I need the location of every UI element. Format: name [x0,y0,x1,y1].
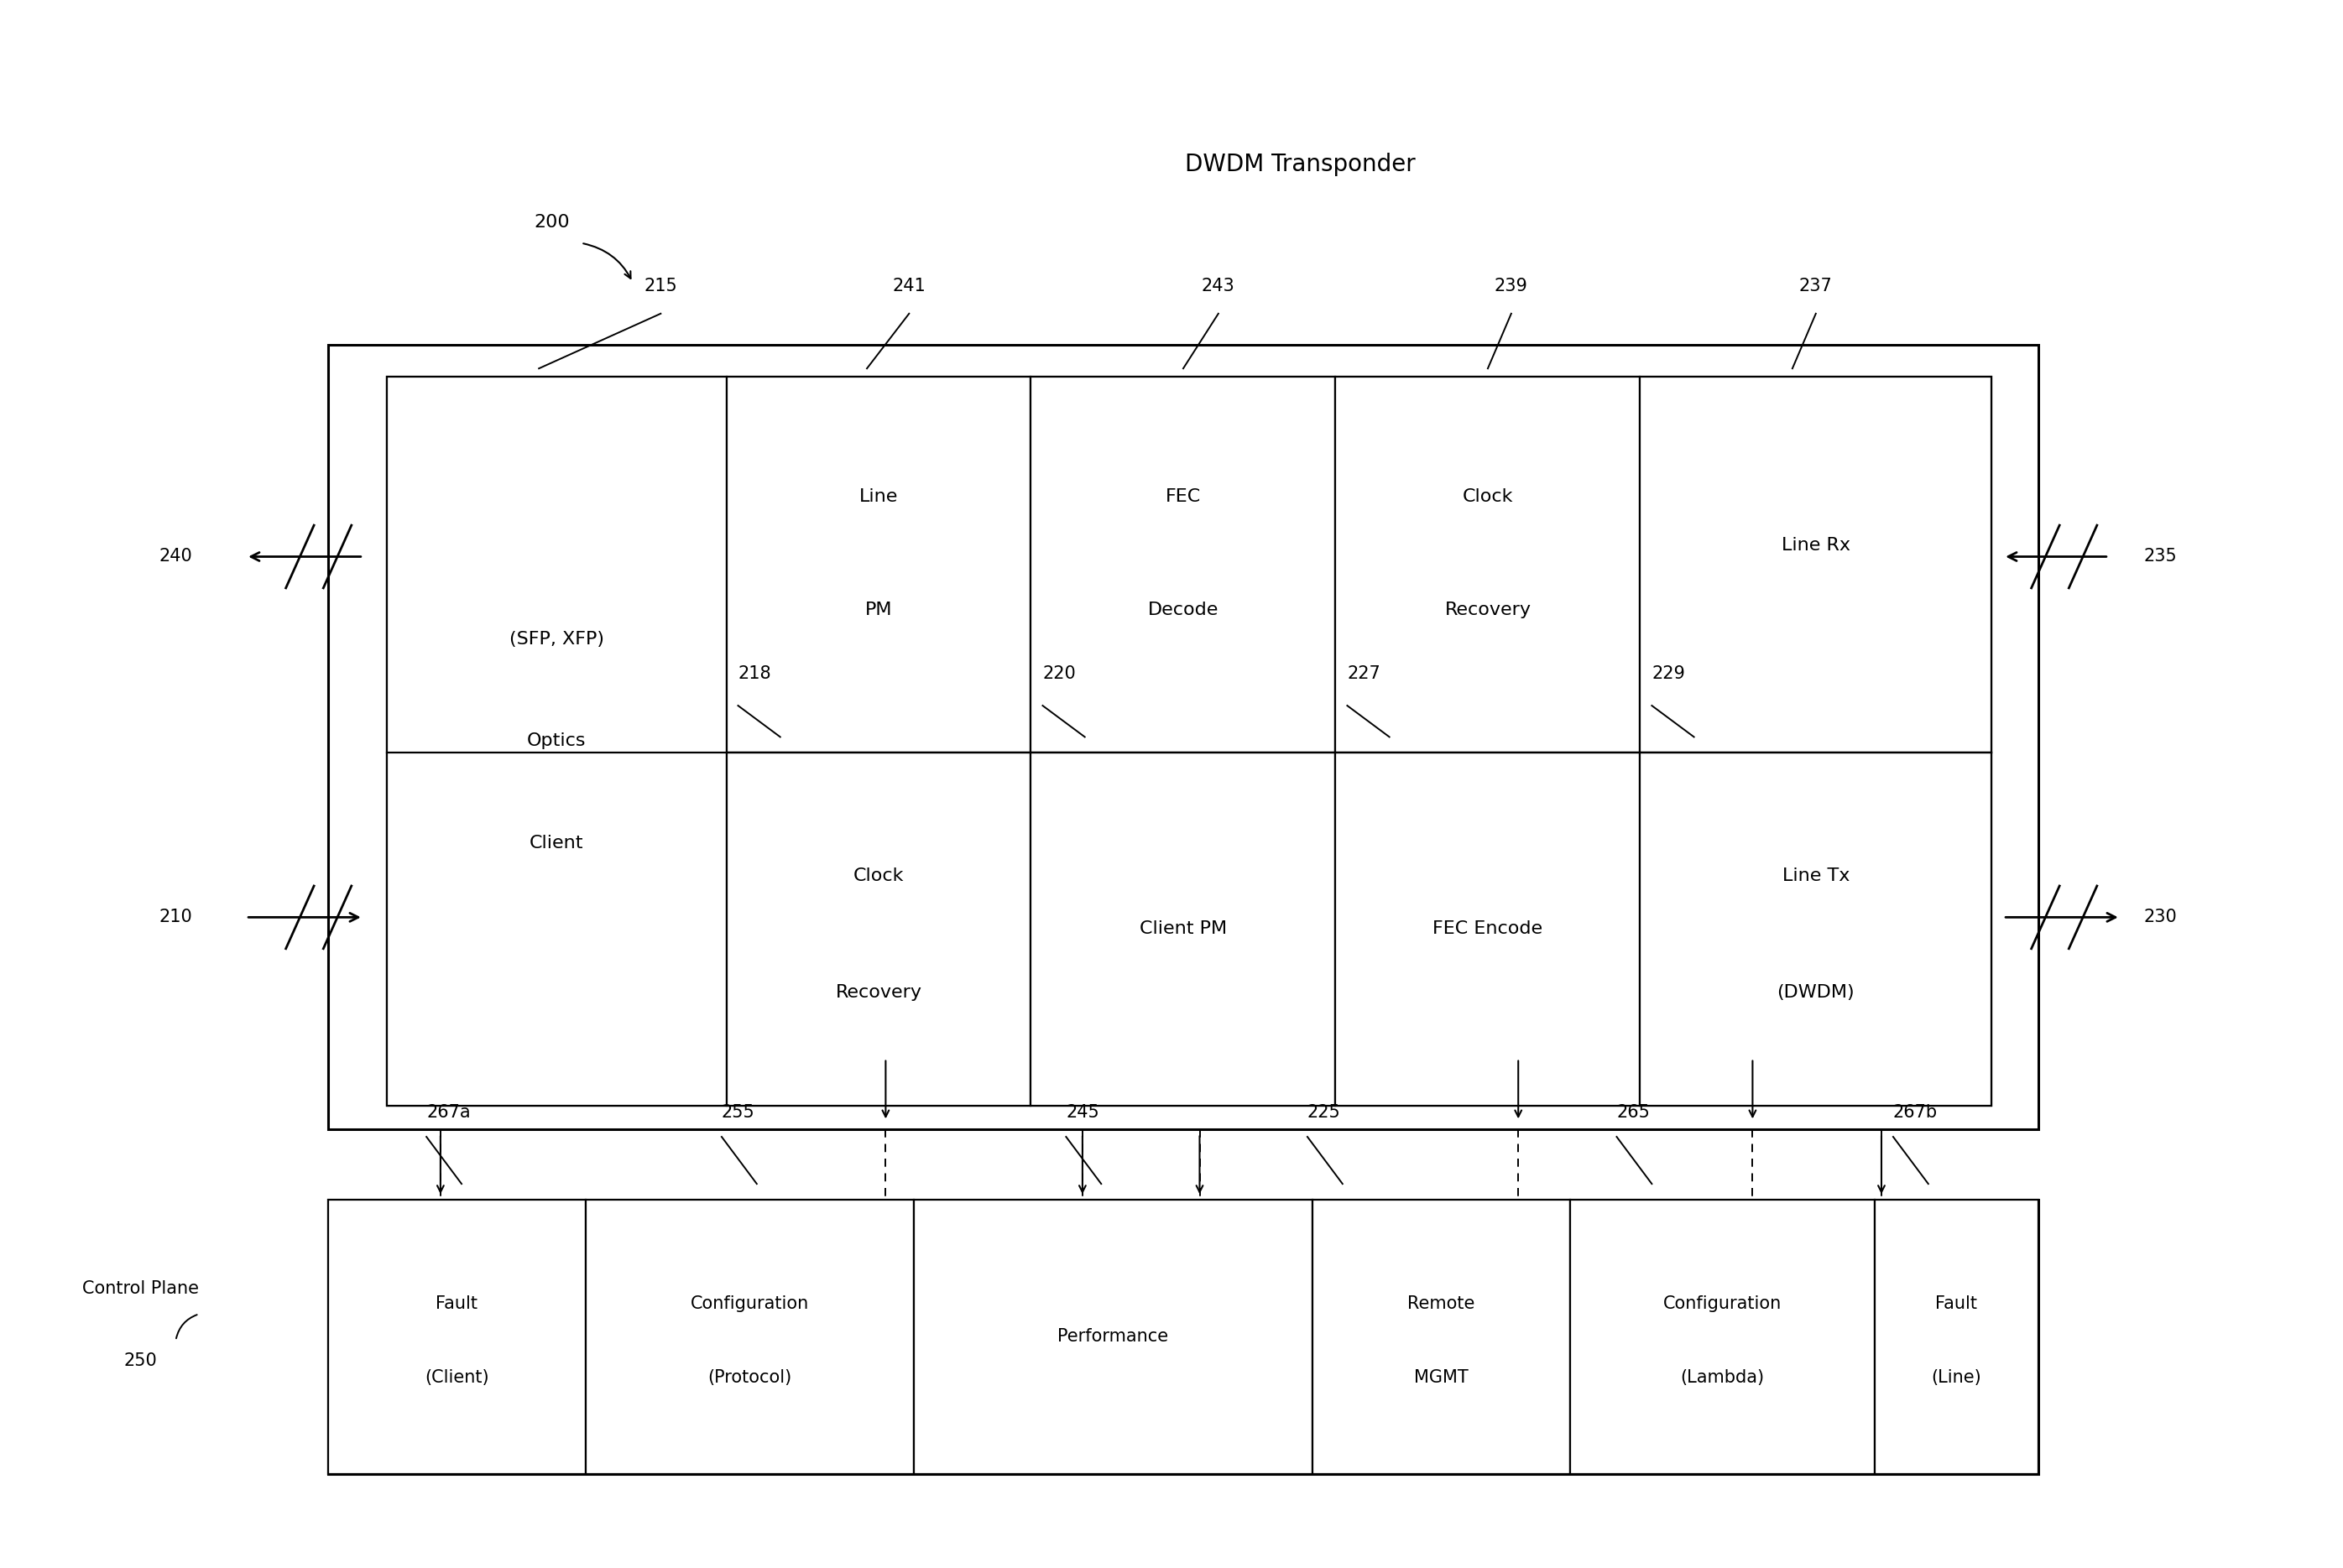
Bar [914,1200,1312,1474]
Text: Line Rx: Line Rx [1781,538,1851,554]
Text: (SFP, XFP): (SFP, XFP) [508,630,604,648]
Bar [328,1200,586,1474]
Text: (Lambda): (Lambda) [1680,1369,1764,1386]
Text: Decode: Decode [1148,601,1218,618]
Text: (DWDM): (DWDM) [1776,985,1856,1000]
Text: (Client): (Client) [424,1369,490,1386]
Text: Clock: Clock [853,867,904,884]
Text: PM: PM [865,601,893,618]
Text: 200: 200 [534,215,569,230]
Text: 220: 220 [1043,665,1075,682]
Text: (Protocol): (Protocol) [708,1369,792,1386]
Text: Remote: Remote [1408,1295,1474,1312]
Text: 235: 235 [2144,549,2177,564]
Text: Fault: Fault [436,1295,478,1312]
Text: 267a: 267a [426,1104,471,1121]
Text: 241: 241 [893,278,925,295]
Bar [726,753,1031,1105]
Bar [1336,376,1640,753]
Text: Optics: Optics [527,732,586,750]
Bar [328,1200,2038,1474]
Bar [1640,753,1992,1105]
Bar [1031,376,1336,753]
Bar [328,345,2038,1129]
Text: 250: 250 [124,1353,157,1369]
Text: Recovery: Recovery [836,985,921,1000]
Text: 265: 265 [1617,1104,1649,1121]
Bar [726,376,1031,753]
Text: DWDM Transponder: DWDM Transponder [1186,154,1415,176]
Text: 243: 243 [1202,278,1235,295]
Text: (Line): (Line) [1931,1369,1982,1386]
Bar [1312,1200,1570,1474]
Bar [1874,1200,2038,1474]
Text: Clock: Clock [1462,488,1514,505]
Text: 215: 215 [644,278,677,295]
Text: 229: 229 [1652,665,1685,682]
Text: Control Plane: Control Plane [82,1281,199,1297]
Text: Line Tx: Line Tx [1783,867,1849,884]
Text: 245: 245 [1066,1104,1099,1121]
Text: Line: Line [860,488,897,505]
Text: MGMT: MGMT [1413,1369,1469,1386]
Text: 227: 227 [1347,665,1380,682]
Bar [1336,753,1640,1105]
Text: 237: 237 [1799,278,1832,295]
Text: FEC: FEC [1164,488,1202,505]
Text: 210: 210 [159,909,192,925]
Bar [1031,753,1336,1105]
Bar [1640,376,1992,753]
Text: Recovery: Recovery [1446,601,1530,618]
Text: 240: 240 [159,549,192,564]
Text: 230: 230 [2144,909,2177,925]
Bar [1570,1200,1874,1474]
Text: 218: 218 [738,665,771,682]
Bar [387,376,1992,1105]
Text: 225: 225 [1307,1104,1340,1121]
Text: Fault: Fault [1935,1295,1977,1312]
Text: 239: 239 [1495,278,1528,295]
Text: Client: Client [530,834,583,851]
Bar [387,376,726,1105]
Bar [586,1200,914,1474]
Text: FEC Encode: FEC Encode [1434,920,1542,938]
Text: Configuration: Configuration [691,1295,808,1312]
Text: 267b: 267b [1893,1104,1938,1121]
Text: 255: 255 [722,1104,754,1121]
Text: Client PM: Client PM [1139,920,1228,938]
Text: Performance: Performance [1057,1328,1169,1345]
Text: Configuration: Configuration [1664,1295,1781,1312]
